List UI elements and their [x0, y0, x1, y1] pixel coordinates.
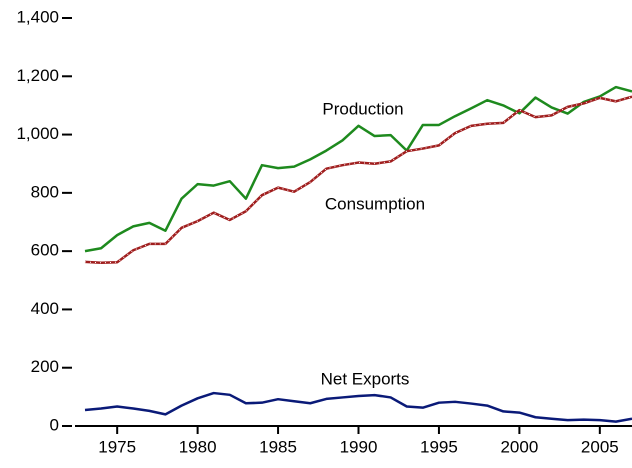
- x-tick-label: 2000: [500, 437, 538, 456]
- x-tick-label: 2005: [581, 437, 619, 456]
- y-tick-label: 600: [31, 241, 59, 260]
- series-label: Consumption: [325, 194, 425, 213]
- x-tick-label: 1985: [259, 437, 297, 456]
- x-tick-label: 1995: [420, 437, 458, 456]
- series-line: [84, 391, 632, 423]
- series-line: [84, 85, 632, 253]
- series-line: [84, 95, 632, 265]
- y-tick-label: 800: [31, 182, 59, 201]
- y-tick-label: 1,200: [16, 66, 59, 85]
- x-tick-label: 1980: [179, 437, 217, 456]
- x-tick-label: 1975: [98, 437, 136, 456]
- y-tick-label: 1,400: [16, 7, 59, 26]
- series-label: Net Exports: [321, 369, 410, 388]
- line-dots: [84, 96, 632, 264]
- series-label: Production: [322, 99, 403, 118]
- y-tick-label: 200: [31, 357, 59, 376]
- x-tick-label: 1990: [340, 437, 378, 456]
- y-tick-label: 1,000: [16, 124, 59, 143]
- y-tick-label: 0: [50, 415, 59, 434]
- y-tick-label: 400: [31, 299, 59, 318]
